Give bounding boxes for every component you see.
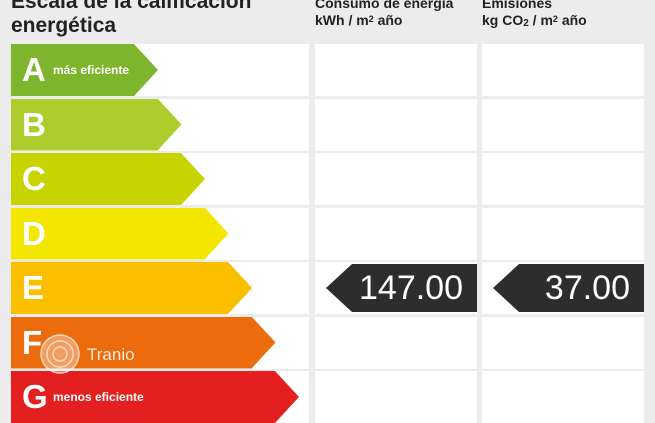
emissions-cell <box>482 207 644 260</box>
rating-letter: G <box>22 378 48 415</box>
energy-header-label: Consumo de energía <box>315 0 454 11</box>
tranio-logo-icon <box>39 333 81 380</box>
energy-cell <box>315 98 477 151</box>
emissions-unit-sup: 2 <box>552 14 558 24</box>
emissions-unit-mid: / m <box>528 12 553 28</box>
rating-letter: C <box>22 160 46 197</box>
emissions-header-label: Emisiones <box>482 0 553 11</box>
emissions-indicator-value: 37.00 <box>544 269 630 307</box>
energy-unit-sup: 2 <box>368 14 374 24</box>
emissions-cell <box>482 98 644 151</box>
emissions-column-header: Emisiones kg CO2 / m2 año <box>482 0 647 29</box>
rating-letter: D <box>22 214 46 252</box>
emissions-unit-post: año <box>557 12 587 28</box>
energy-cell <box>315 207 477 260</box>
emissions-indicator: 37.00 <box>493 264 644 312</box>
rating-row-b: B <box>0 98 655 151</box>
rating-arrow-d: D <box>11 208 229 260</box>
emissions-cell <box>482 153 644 205</box>
rating-row-e: E 147.00 37.00 <box>0 262 655 314</box>
rating-letter: B <box>22 105 46 143</box>
emissions-unit-text: kg CO <box>482 12 524 28</box>
emissions-cell <box>482 316 644 369</box>
emissions-cell <box>482 44 644 96</box>
energy-unit-text: kWh / m <box>315 12 369 28</box>
energy-cell <box>315 371 477 423</box>
rating-letter: E <box>22 269 45 306</box>
energy-cell <box>315 44 477 96</box>
energy-header-unit: kWh / m2 año <box>315 12 480 29</box>
emissions-unit-sub: 2 <box>523 18 529 29</box>
energy-indicator-value: 147.00 <box>359 269 463 307</box>
watermark-text: Tranio <box>87 345 135 364</box>
rating-row-d: D <box>0 207 655 260</box>
rating-arrow-b: B <box>11 99 182 151</box>
rating-letter: F <box>22 323 43 361</box>
emissions-header-unit: kg CO2 / m2 año <box>482 12 647 29</box>
rating-arrow-c: C <box>11 153 205 205</box>
scale-title: Escala de la calificación energética <box>11 0 252 37</box>
energy-cell <box>315 316 477 369</box>
rating-description: más eficiente <box>53 63 130 77</box>
rating-arrow-e: E <box>11 262 252 314</box>
rating-description: menos eficiente <box>53 390 144 404</box>
energy-unit-post: año <box>373 12 403 28</box>
energy-column-header: Consumo de energía kWh / m2 año <box>315 0 480 29</box>
rating-row-c: C <box>0 153 655 205</box>
emissions-cell <box>482 371 644 423</box>
energy-indicator: 147.00 <box>326 264 477 312</box>
energy-cell <box>315 153 477 205</box>
rating-letter: A <box>22 51 46 88</box>
